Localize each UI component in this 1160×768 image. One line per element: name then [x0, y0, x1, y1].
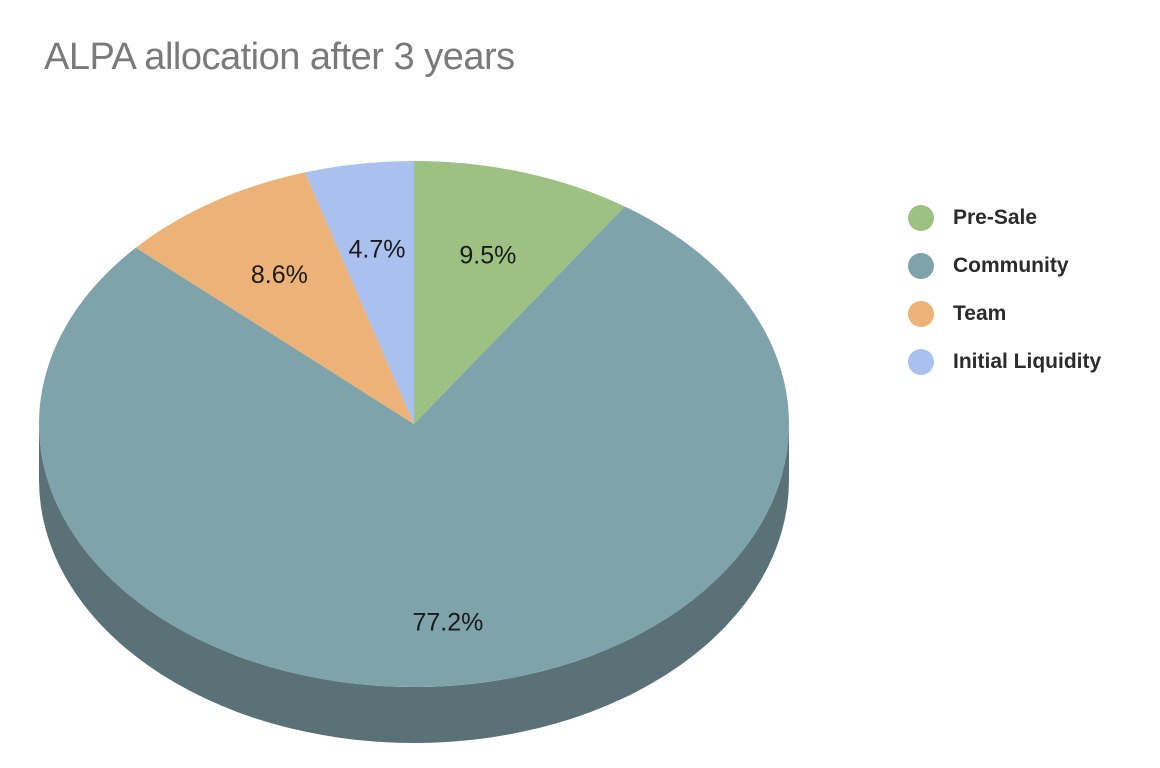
legend-swatch: [908, 349, 934, 375]
legend: Pre-Sale Community Team Initial Liquidit…: [908, 194, 1101, 386]
pie-slice-team[interactable]: [135, 172, 414, 424]
slice-label-pre-sale: 9.5%: [459, 242, 516, 270]
legend-swatch: [908, 253, 934, 279]
legend-label: Community: [953, 254, 1069, 277]
slice-label-initial-liquidity: 4.7%: [349, 236, 406, 264]
pie-slice-community[interactable]: [38, 206, 790, 688]
legend-label: Team: [953, 302, 1007, 325]
slice-label-community: 77.2%: [412, 608, 483, 636]
chart-title: ALPA allocation after 3 years: [44, 36, 515, 78]
pie-side: [39, 424, 789, 743]
pie-slice-pre-sale[interactable]: [414, 161, 625, 424]
legend-item-community[interactable]: Community: [908, 242, 1101, 290]
legend-label: Initial Liquidity: [953, 350, 1102, 373]
legend-item-pre-sale[interactable]: Pre-Sale: [908, 194, 1101, 242]
slice-label-team: 8.6%: [251, 261, 308, 289]
legend-swatch: [908, 205, 934, 231]
pie-slice-initial-liquidity[interactable]: [304, 161, 414, 424]
legend-item-team[interactable]: Team: [908, 290, 1101, 338]
legend-swatch: [908, 301, 934, 327]
legend-label: Pre-Sale: [953, 206, 1038, 229]
legend-item-initial-liquidity[interactable]: Initial Liquidity: [908, 338, 1101, 386]
